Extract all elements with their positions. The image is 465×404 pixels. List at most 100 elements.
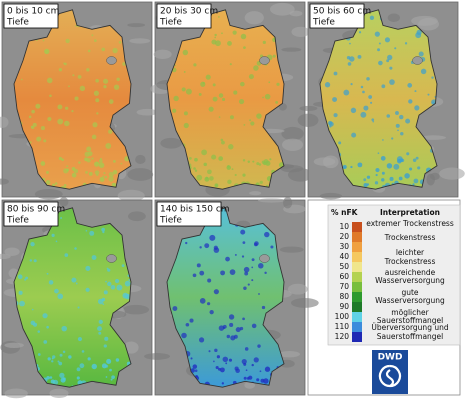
- speckle: [25, 276, 29, 280]
- relief-shade: [269, 2, 295, 16]
- speckle: [211, 39, 217, 45]
- speckle: [264, 93, 271, 100]
- relief-shade: [257, 198, 286, 203]
- speckle: [57, 360, 60, 363]
- relief-shade: [249, 191, 262, 196]
- speckle: [381, 178, 385, 182]
- legend-swatch: [352, 282, 362, 292]
- speckle: [71, 172, 77, 178]
- speckle: [252, 160, 255, 163]
- speckle: [112, 182, 117, 188]
- speckle: [207, 302, 211, 306]
- speckle: [63, 62, 67, 66]
- legend-class-label: Trockenstress: [384, 233, 436, 242]
- speckle: [386, 59, 390, 63]
- speckle: [29, 259, 33, 262]
- speckle: [44, 49, 49, 54]
- speckle: [363, 178, 367, 182]
- speckle: [110, 284, 116, 290]
- speckle: [256, 113, 262, 119]
- speckle: [85, 265, 91, 271]
- speckle: [219, 367, 225, 373]
- speckle: [66, 165, 69, 168]
- speckle: [268, 81, 271, 84]
- speckle: [251, 279, 254, 282]
- relief-shade: [387, 13, 400, 23]
- speckle: [96, 173, 99, 177]
- legend-class-label: Sauerstoffmangel: [377, 332, 444, 341]
- relief-shade: [127, 23, 146, 28]
- speckle: [432, 101, 435, 104]
- speckle: [93, 90, 99, 96]
- relief-shade: [127, 168, 154, 181]
- speckle: [193, 167, 196, 170]
- relief-shade: [144, 353, 171, 360]
- speckle: [95, 98, 100, 103]
- speckle: [50, 379, 55, 384]
- speckle: [47, 116, 52, 122]
- speckle: [205, 74, 211, 80]
- speckle: [46, 325, 49, 329]
- legend-class-label: Trockenstress: [384, 257, 436, 266]
- relief-shade: [135, 154, 146, 165]
- speckle: [101, 227, 105, 232]
- speckle: [371, 118, 375, 122]
- speckle: [400, 131, 404, 136]
- speckle: [103, 290, 108, 295]
- speckle: [42, 39, 45, 42]
- speckle: [324, 82, 331, 88]
- speckle: [58, 156, 62, 161]
- relief-shade: [287, 283, 308, 295]
- panel-label: 50 bis 60 cm: [313, 7, 371, 17]
- speckle: [77, 336, 83, 342]
- speckle: [347, 62, 352, 66]
- speckle: [221, 382, 225, 385]
- speckle: [362, 90, 365, 94]
- legend-box: [327, 204, 461, 346]
- speckle: [97, 326, 102, 332]
- relief-shade: [4, 342, 24, 349]
- logo-text: DWD: [378, 353, 403, 363]
- speckle: [63, 183, 67, 187]
- speckle: [74, 247, 77, 250]
- label-box: [3, 201, 59, 227]
- speckle: [18, 290, 23, 295]
- speckle: [122, 292, 129, 299]
- speckle: [227, 179, 232, 185]
- speckle: [262, 40, 266, 45]
- country-area: [167, 9, 284, 190]
- legend-class-label: leichter: [396, 248, 425, 257]
- speckle: [207, 169, 212, 175]
- speckle: [225, 256, 230, 262]
- speckle: [370, 101, 373, 104]
- speckle: [251, 258, 255, 262]
- speckle: [251, 266, 254, 269]
- speckle: [228, 358, 233, 362]
- speckle: [61, 158, 64, 162]
- speckle: [71, 277, 77, 283]
- legend-tick-label: 100: [335, 312, 350, 321]
- speckle: [234, 253, 237, 256]
- speckle: [84, 157, 88, 162]
- speckle: [212, 96, 218, 102]
- speckle: [221, 140, 225, 145]
- speckle: [275, 100, 279, 104]
- speckle: [86, 68, 90, 72]
- speckle: [412, 183, 415, 186]
- speckle: [360, 111, 367, 118]
- relief-shade: [59, 197, 69, 207]
- speckle: [32, 322, 38, 327]
- speckle: [257, 344, 261, 348]
- label-box: [3, 3, 59, 29]
- speckle: [387, 54, 393, 61]
- speckle: [116, 77, 120, 82]
- speckle: [62, 350, 66, 354]
- country-area: [320, 9, 437, 190]
- speckle: [215, 40, 221, 47]
- speckle: [183, 111, 188, 116]
- speckle: [86, 146, 92, 152]
- speckle: [182, 49, 189, 56]
- speckle: [258, 293, 260, 295]
- legend-tick-label: 50: [339, 262, 349, 271]
